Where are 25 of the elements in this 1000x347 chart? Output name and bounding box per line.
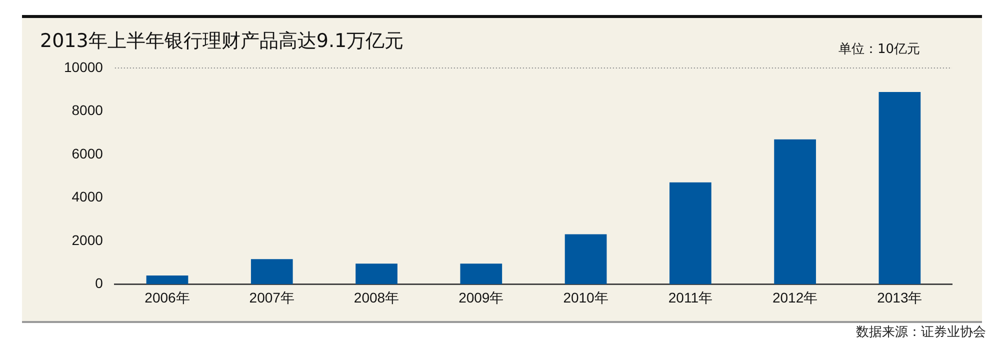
y-tick-label: 8000 bbox=[72, 102, 104, 118]
x-tick-label: 2007年 bbox=[249, 289, 294, 306]
y-tick-label: 4000 bbox=[72, 188, 104, 205]
bar bbox=[146, 276, 188, 284]
text: 单位：10亿元 bbox=[838, 41, 920, 58]
bar bbox=[564, 234, 607, 284]
x-tick-label: 2009年 bbox=[458, 289, 504, 306]
bar bbox=[356, 264, 398, 284]
bar bbox=[878, 92, 921, 284]
y-tick-label: 2000 bbox=[72, 232, 104, 248]
bar bbox=[250, 259, 293, 284]
x-tick-label: 2010年 bbox=[563, 289, 608, 306]
x-tick-label: 2011年 bbox=[668, 289, 712, 306]
x-tick-label: 2006年 bbox=[144, 289, 190, 306]
y-tick-label: 0 bbox=[95, 275, 104, 292]
x-tick-label: 2012年 bbox=[772, 289, 818, 306]
x-tick-label: 2008年 bbox=[354, 289, 400, 306]
bar bbox=[774, 139, 816, 284]
bar bbox=[669, 182, 712, 284]
chart-title: 2013年上半年银行理财产品高达9.1万亿元 bbox=[40, 29, 404, 54]
bar bbox=[460, 264, 502, 284]
x-tick-label: 2013年 bbox=[877, 289, 922, 306]
y-tick-label: 10000 bbox=[64, 58, 104, 75]
source-note: 数据来源：证券业协会 bbox=[856, 324, 986, 341]
y-tick-label: 6000 bbox=[72, 145, 104, 162]
